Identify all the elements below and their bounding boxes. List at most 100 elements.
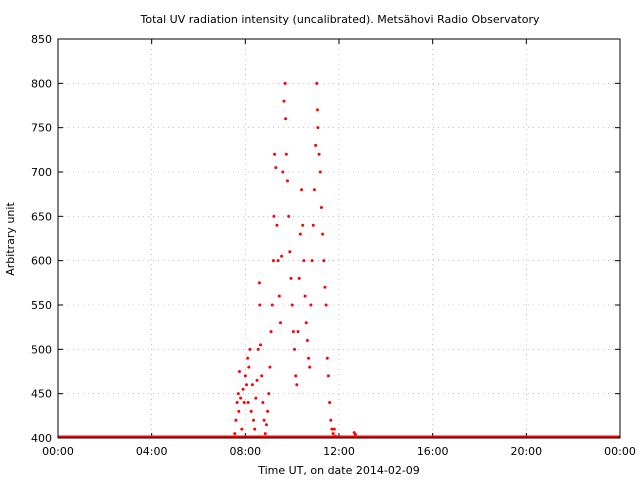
data-point [273,152,277,156]
data-point [269,330,273,334]
y-axis-label: Arbitrary unit [4,202,17,276]
x-tick-label: 20:00 [510,445,542,458]
x-tick-label: 04:00 [136,445,168,458]
grid-lines [58,39,620,438]
data-point [326,374,330,378]
y-tick-label: 750 [31,122,52,135]
data-point [241,387,245,391]
data-point [308,365,312,369]
data-point [266,409,270,413]
data-point [287,214,291,218]
data-point [280,254,284,258]
data-point [293,347,297,351]
data-point [247,365,251,369]
data-point [274,166,278,170]
data-point [310,259,314,263]
data-point [242,401,246,405]
data-point [263,432,267,436]
data-point [314,143,318,147]
x-tick-label: 12:00 [323,445,355,458]
data-point [243,374,247,378]
data-point [237,370,241,373]
data-point [296,330,300,334]
data-point [332,427,336,431]
data-point [301,223,305,227]
axis-ticks: 400 450 500 550 600 650 700 750 800 850 00:00 04:00… [31,33,636,458]
data-point [283,81,287,85]
data-point [318,170,322,174]
data-point [328,401,332,405]
data-point [323,285,327,289]
data-point [248,347,252,351]
data-point [245,383,249,387]
data-point [278,321,282,325]
data-point [315,108,319,112]
data-point [319,205,323,209]
y-tick-label: 650 [31,210,52,223]
data-point [234,418,238,422]
data-point [302,259,306,263]
plot-frame [57,38,621,439]
data-point [307,356,311,360]
data-point [333,434,337,438]
data-point [284,152,288,156]
data-point [259,343,263,347]
data-point [275,223,279,227]
data-point [252,418,256,422]
y-tick-label: 600 [31,255,52,268]
data-point [315,81,319,85]
data-point [233,432,237,436]
data-point [246,401,250,405]
data-point [239,396,243,400]
data-point [253,427,257,431]
data-point [236,392,240,396]
data-point [257,281,261,285]
data-point [295,383,299,387]
data-point [262,418,266,422]
x-axis-label: Time UT, on date 2014-02-09 [257,464,420,477]
data-point [272,214,276,218]
data-point [316,126,320,130]
data-point [250,383,254,387]
data-point [281,170,285,174]
data-point [254,396,258,400]
data-point [277,294,281,298]
data-point [331,432,335,436]
data-point [249,409,253,413]
data-point [312,188,316,192]
data-point [322,259,326,263]
y-tick-label: 400 [31,432,52,445]
data-point [321,232,325,236]
x-tick-label: 00:00 [604,445,636,458]
data-point [285,179,289,183]
data-point [297,276,301,280]
data-point [235,401,239,405]
data-point [329,418,333,422]
data-point [284,117,288,121]
y-tick-label: 800 [31,77,52,90]
data-point [256,347,260,351]
data-point [270,303,274,307]
data-point [294,374,298,378]
data-point [330,427,334,431]
data-point [264,423,268,427]
data-point [291,330,295,334]
data-point [268,365,272,369]
data-point [267,392,271,396]
data-point [303,294,307,298]
data-point [290,303,294,307]
data-point [324,303,328,307]
data-point [289,276,293,280]
data-point [353,432,357,436]
data-point [260,374,264,378]
data-point [288,250,292,254]
data-point [246,356,250,360]
data-point [276,259,280,263]
y-tick-label: 550 [31,299,52,312]
data-point [255,378,259,382]
data-point [261,401,265,405]
y-tick-label: 700 [31,166,52,179]
y-tick-label: 500 [31,343,52,356]
data-point [317,152,321,156]
